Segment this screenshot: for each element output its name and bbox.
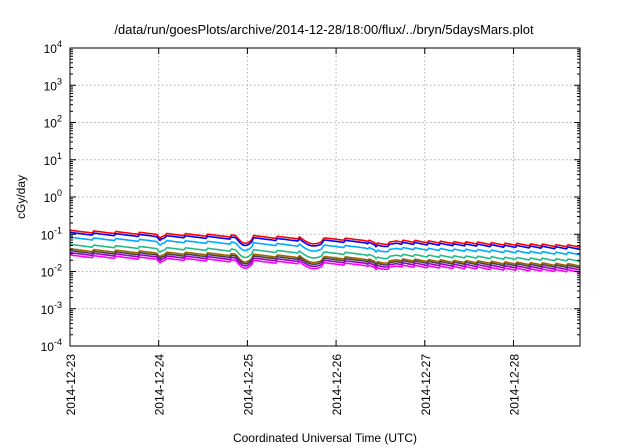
y-tick-label-base: 10 bbox=[41, 228, 55, 242]
y-tick-label: 10-4 bbox=[41, 337, 62, 354]
series-layer bbox=[69, 229, 581, 274]
y-tick-label-exponent: 4 bbox=[57, 39, 62, 49]
y-tick-label-base: 10 bbox=[44, 117, 58, 131]
y-tick-label-base: 10 bbox=[41, 266, 55, 280]
y-tick-label-exponent: 2 bbox=[57, 114, 62, 124]
series-line bbox=[69, 249, 581, 269]
series-line bbox=[69, 231, 581, 251]
x-tick-label: 2014-12-28 bbox=[507, 354, 521, 416]
x-tick-label: 2014-12-27 bbox=[419, 354, 433, 416]
y-tick-label-exponent: -3 bbox=[54, 300, 62, 310]
x-tick-label: 2014-12-25 bbox=[241, 354, 255, 416]
series-line bbox=[69, 243, 581, 263]
y-tick-label-exponent: 3 bbox=[57, 76, 62, 86]
x-tick-label: 2014-12-26 bbox=[330, 354, 344, 416]
y-tick-label-base: 10 bbox=[44, 154, 58, 168]
x-tick-label: 2014-12-24 bbox=[153, 354, 167, 416]
series-line bbox=[69, 248, 581, 267]
y-axis-label: cGy/day bbox=[14, 175, 28, 219]
y-tick-label: 102 bbox=[44, 114, 62, 131]
grid bbox=[69, 47, 580, 347]
y-tick-label-base: 10 bbox=[44, 42, 58, 56]
y-tick-label-exponent: -1 bbox=[54, 225, 62, 235]
y-tick-label: 10-2 bbox=[41, 263, 62, 280]
x-tick-label: 2014-12-23 bbox=[64, 354, 78, 416]
y-tick-label: 10-1 bbox=[41, 225, 62, 242]
y-tick-label-base: 10 bbox=[41, 340, 55, 354]
y-tick-label: 104 bbox=[44, 39, 62, 56]
series-line bbox=[69, 229, 581, 248]
y-tick-label: 100 bbox=[44, 188, 62, 205]
y-tick-label-exponent: 1 bbox=[57, 151, 62, 161]
y-tick-label-base: 10 bbox=[44, 79, 58, 93]
series-line bbox=[69, 251, 581, 271]
y-tick-label-base: 10 bbox=[41, 303, 55, 317]
series-line bbox=[69, 236, 581, 256]
y-tick-label-exponent: 0 bbox=[57, 188, 62, 198]
chart-title: /data/run/goesPlots/archive/2014-12-28/1… bbox=[114, 22, 534, 37]
y-tick-label-exponent: -4 bbox=[54, 337, 62, 347]
x-axis-label: Coordinated Universal Time (UTC) bbox=[233, 431, 417, 445]
y-tick-label: 101 bbox=[44, 151, 62, 168]
y-tick-label: 10-3 bbox=[41, 300, 62, 317]
y-tick-label: 103 bbox=[44, 76, 62, 93]
ticks bbox=[69, 47, 580, 347]
y-tick-label-exponent: -2 bbox=[54, 263, 62, 273]
x-tick-labels: 2014-12-23 2014-12-24 2014-12-25 2014-12-26… bbox=[64, 354, 521, 416]
y-tick-label-base: 10 bbox=[44, 191, 58, 205]
series-line bbox=[69, 254, 581, 274]
